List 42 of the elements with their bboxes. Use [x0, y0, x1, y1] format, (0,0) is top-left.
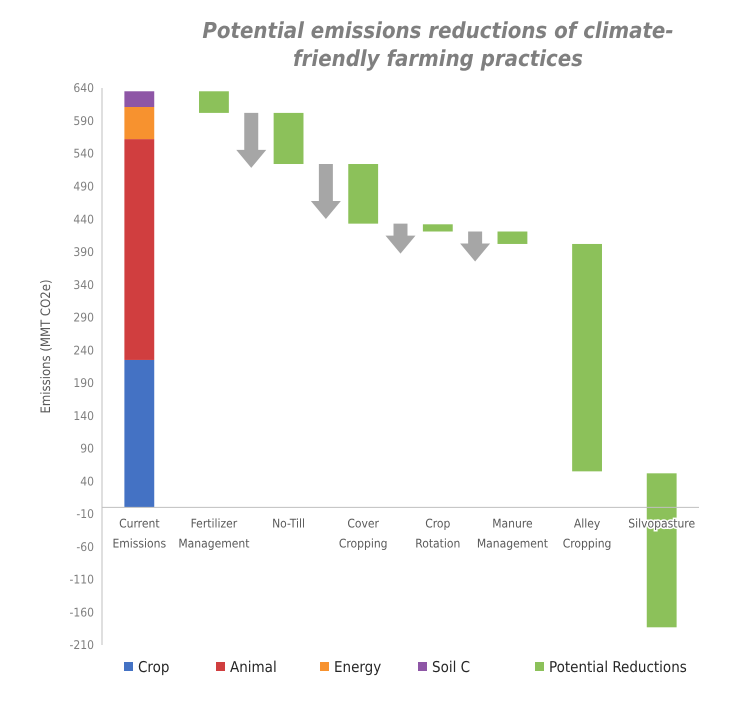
y-tick-label: 190 [73, 376, 94, 390]
y-tick-label: -10 [76, 507, 94, 522]
bar [124, 107, 154, 140]
x-tick-label: Alley Cropping [562, 516, 612, 550]
bar [348, 164, 378, 224]
y-tick-label: 640 [73, 81, 94, 96]
bar [274, 112, 304, 164]
chart-title: Potential emissions reductions of climate-friendly farming practices [202, 19, 674, 72]
x-tick-label: Current Emissions [112, 516, 167, 550]
y-tick-label: 490 [73, 179, 94, 194]
x-tick-label: Manure Management [476, 516, 548, 550]
x-tick-label: No-Till [272, 516, 306, 530]
y-tick-label: 540 [73, 146, 94, 161]
y-tick-label: 340 [73, 278, 94, 292]
bar [124, 139, 154, 360]
x-tick-label: Crop Rotation [415, 516, 460, 550]
y-tick-label: 440 [73, 212, 94, 226]
y-tick-label: 240 [73, 343, 94, 358]
y-tick-label: 90 [80, 442, 94, 456]
bar [199, 91, 229, 113]
legend-label: Crop [138, 658, 170, 676]
y-tick-label: -60 [76, 540, 94, 554]
y-axis-title: Emissions (MMT CO2e) [39, 279, 54, 414]
y-tick-label: 290 [73, 310, 94, 325]
x-tick-label: Cover Cropping [338, 516, 388, 550]
legend-label: Animal [230, 658, 277, 676]
bar [124, 360, 154, 508]
y-tick-label: 390 [73, 245, 94, 260]
bar [124, 91, 154, 108]
legend-label: Energy [334, 658, 382, 676]
y-tick-label: 140 [73, 408, 94, 423]
x-tick-label: Fertilizer Management [178, 516, 250, 550]
y-tick-label: -110 [70, 572, 94, 587]
bar [498, 232, 528, 244]
legend-label: Soil C [432, 658, 470, 676]
y-tick-label: -210 [70, 638, 94, 652]
y-tick-label: 590 [73, 114, 94, 128]
bar [422, 224, 453, 232]
y-tick-label: -160 [70, 605, 94, 620]
y-tick-label: 40 [80, 474, 94, 488]
legend-label: Potential Reductions [549, 658, 687, 676]
bar [572, 244, 602, 472]
